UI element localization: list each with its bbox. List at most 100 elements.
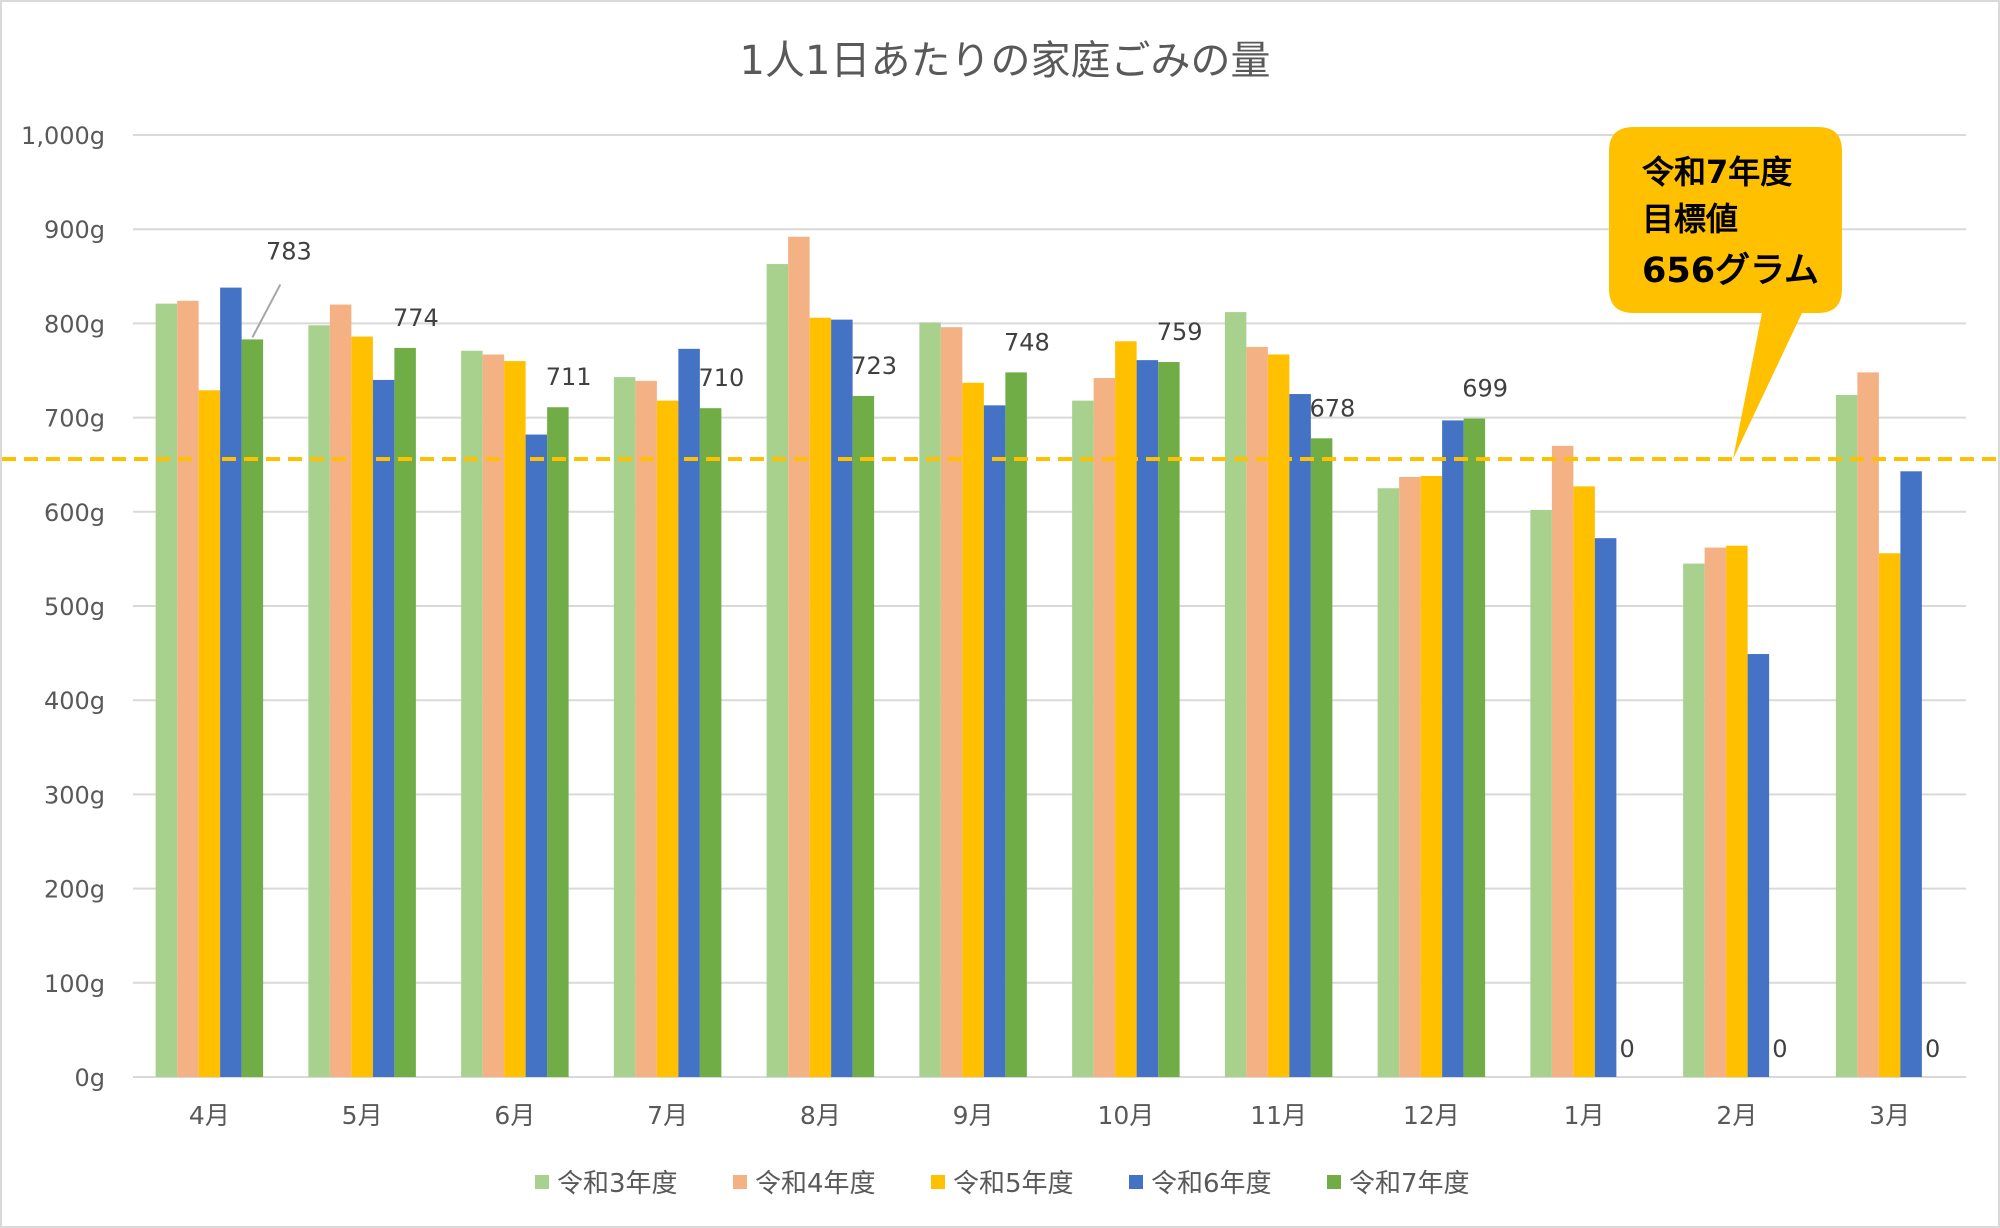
bar — [1093, 378, 1116, 1077]
callout: 令和7年度 目標値 656グラム — [1609, 127, 1842, 460]
y-tick-label: 900g — [44, 216, 105, 244]
callout-line-3: 656グラム — [1642, 251, 1819, 291]
bar — [1835, 394, 1858, 1077]
legend-swatch — [535, 1175, 549, 1189]
bar — [1289, 394, 1311, 1077]
data-label: 699 — [1462, 375, 1508, 403]
bar — [177, 300, 199, 1077]
bar — [1530, 509, 1552, 1077]
y-tick-label: 800g — [44, 310, 105, 338]
bar — [1224, 312, 1247, 1077]
data-label: 0 — [1925, 1035, 1940, 1063]
legend-swatch — [931, 1175, 945, 1189]
x-tick-label: 11月 — [1250, 1101, 1307, 1130]
bar — [940, 327, 963, 1078]
x-tick-label: 4月 — [189, 1101, 230, 1130]
bar — [1267, 354, 1290, 1078]
bar — [504, 361, 526, 1078]
legend-swatch — [1129, 1175, 1143, 1189]
bar — [678, 348, 700, 1078]
y-tick-label: 300g — [44, 781, 105, 809]
bar — [809, 317, 832, 1077]
y-tick-label: 0g — [74, 1064, 105, 1092]
bar — [308, 325, 330, 1077]
legend-label: 令和7年度 — [1349, 1169, 1470, 1199]
y-tick-label: 600g — [44, 499, 105, 527]
x-tick-label: 3月 — [1869, 1101, 1910, 1130]
legend-swatch — [733, 1175, 747, 1189]
bar — [656, 400, 679, 1077]
bar — [788, 236, 810, 1078]
bar — [1072, 400, 1094, 1077]
bar — [1310, 438, 1333, 1078]
bar — [329, 304, 352, 1077]
y-tick-label: 100g — [44, 970, 105, 998]
bar — [1115, 341, 1137, 1078]
bar — [372, 379, 395, 1077]
bar — [547, 407, 569, 1077]
y-tick-label: 200g — [44, 876, 105, 904]
legend-swatch — [1327, 1175, 1341, 1189]
data-label: 711 — [546, 363, 592, 391]
bar — [1005, 372, 1027, 1077]
bar — [1442, 420, 1464, 1077]
data-label: 0 — [1619, 1035, 1634, 1063]
x-tick-label: 5月 — [342, 1101, 383, 1130]
bar — [1463, 418, 1486, 1077]
bar — [1158, 362, 1180, 1078]
x-tick-label: 2月 — [1716, 1101, 1757, 1130]
bar — [461, 350, 483, 1077]
bar — [1726, 545, 1748, 1077]
y-tick-label: 400g — [44, 687, 105, 715]
data-label: 783 — [266, 237, 312, 265]
callout-bubble — [1609, 127, 1842, 460]
x-tick-label: 7月 — [647, 1101, 688, 1130]
bar — [1857, 372, 1879, 1077]
bar — [919, 322, 941, 1077]
leader-line — [251, 283, 282, 338]
chart-title: 1人1日あたりの家庭ごみの量 — [740, 38, 1271, 84]
bar — [1683, 563, 1705, 1077]
bar — [852, 395, 875, 1078]
bar — [394, 347, 416, 1078]
bar — [1420, 476, 1443, 1077]
x-tick-label: 12月 — [1403, 1101, 1460, 1130]
x-tick-label: 1月 — [1564, 1101, 1605, 1130]
data-label: 759 — [1157, 318, 1203, 346]
bar — [635, 380, 657, 1077]
data-label: 0 — [1772, 1035, 1787, 1063]
bar — [198, 390, 221, 1078]
callout-line-2: 目標値 — [1642, 200, 1738, 238]
bar — [831, 319, 853, 1078]
bar — [1704, 547, 1727, 1077]
y-tick-label: 500g — [44, 593, 105, 621]
data-label: 748 — [1004, 328, 1050, 356]
y-tick-label: 700g — [44, 405, 105, 433]
legend: 令和3年度 令和4年度 令和5年度 令和6年度 令和7年度 — [535, 1169, 1470, 1199]
bar — [1399, 476, 1421, 1077]
bar — [1573, 486, 1595, 1078]
legend-label: 令和5年度 — [953, 1169, 1074, 1199]
x-axis: 4月 5月 6月 7月 8月 9月 10月 11月 12月 1月 2月 3月 — [189, 1101, 1910, 1130]
bar — [525, 434, 548, 1077]
bars — [155, 236, 1922, 1078]
legend-label: 令和3年度 — [557, 1169, 678, 1199]
data-labels: 783 774 711 710 723 748 759 678 699 0 0 0 — [251, 237, 1940, 1063]
bar — [1377, 488, 1400, 1077]
callout-line-1: 令和7年度 — [1642, 153, 1792, 191]
x-tick-label: 8月 — [800, 1101, 841, 1130]
bar — [1136, 360, 1159, 1077]
bar — [1747, 654, 1770, 1077]
bar — [699, 408, 722, 1077]
bar — [1878, 553, 1901, 1077]
y-tick-label: 1,000g — [21, 122, 105, 150]
data-label: 723 — [851, 352, 897, 380]
bar — [1900, 471, 1922, 1077]
bar — [962, 382, 984, 1078]
bar — [766, 264, 789, 1078]
bar — [482, 354, 505, 1078]
bar — [1246, 346, 1268, 1077]
legend-label: 令和6年度 — [1151, 1169, 1272, 1199]
data-label: 774 — [393, 304, 439, 332]
